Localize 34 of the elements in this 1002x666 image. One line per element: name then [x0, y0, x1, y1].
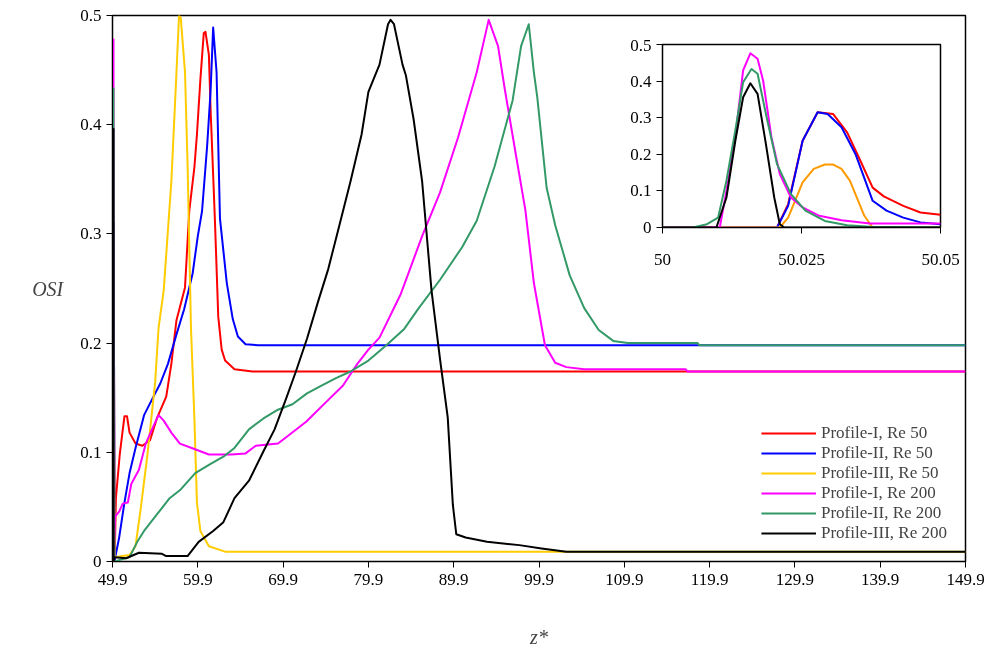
x-tick-label: 139.9 — [861, 569, 900, 589]
y-tick-label: 0 — [93, 552, 102, 571]
legend-label: Profile-II, Re 200 — [820, 503, 942, 523]
y-tick-label: 0.4 — [630, 71, 652, 91]
y-tick-label: 0.5 — [630, 35, 652, 55]
x-tick-label: 49.9 — [97, 569, 128, 589]
y-tick-label: 0.1 — [80, 442, 102, 462]
x-tick-label: 50.025 — [778, 249, 825, 269]
y-tick-label: 0.2 — [80, 333, 102, 353]
y-axis-title: OSI — [32, 277, 65, 300]
x-tick-label: 99.9 — [524, 569, 554, 589]
x-axis-title: z* — [529, 625, 548, 648]
y-tick-label: 0.3 — [630, 108, 652, 128]
legend-label: Profile-I, Re 200 — [820, 483, 936, 503]
y-tick-label: 0.3 — [80, 224, 102, 244]
x-tick-label: 50.05 — [921, 249, 960, 269]
legend-label: Profile-II, Re 50 — [820, 443, 933, 463]
legend-label: Profile-I, Re 50 — [820, 423, 928, 443]
x-tick-label: 59.9 — [182, 569, 213, 589]
x-tick-label: 109.9 — [605, 569, 644, 589]
x-tick-label: 119.9 — [690, 569, 729, 589]
x-tick-label: 89.9 — [438, 569, 469, 589]
legend-label: Profile-III, Re 200 — [820, 523, 947, 543]
x-tick-label: 50 — [654, 249, 671, 269]
y-tick-label: 0.5 — [80, 6, 102, 25]
legend-label: Profile-III, Re 50 — [820, 463, 939, 483]
y-tick-label: 0.2 — [630, 144, 652, 164]
y-tick-label: 0.4 — [80, 115, 102, 135]
y-tick-label: 0 — [643, 218, 652, 237]
x-tick-label: 69.9 — [268, 569, 298, 589]
y-tick-label: 0.1 — [630, 181, 652, 201]
x-tick-label: 79.9 — [353, 569, 384, 589]
x-tick-label: 129.9 — [775, 569, 815, 589]
x-tick-label: 149.9 — [946, 569, 985, 589]
